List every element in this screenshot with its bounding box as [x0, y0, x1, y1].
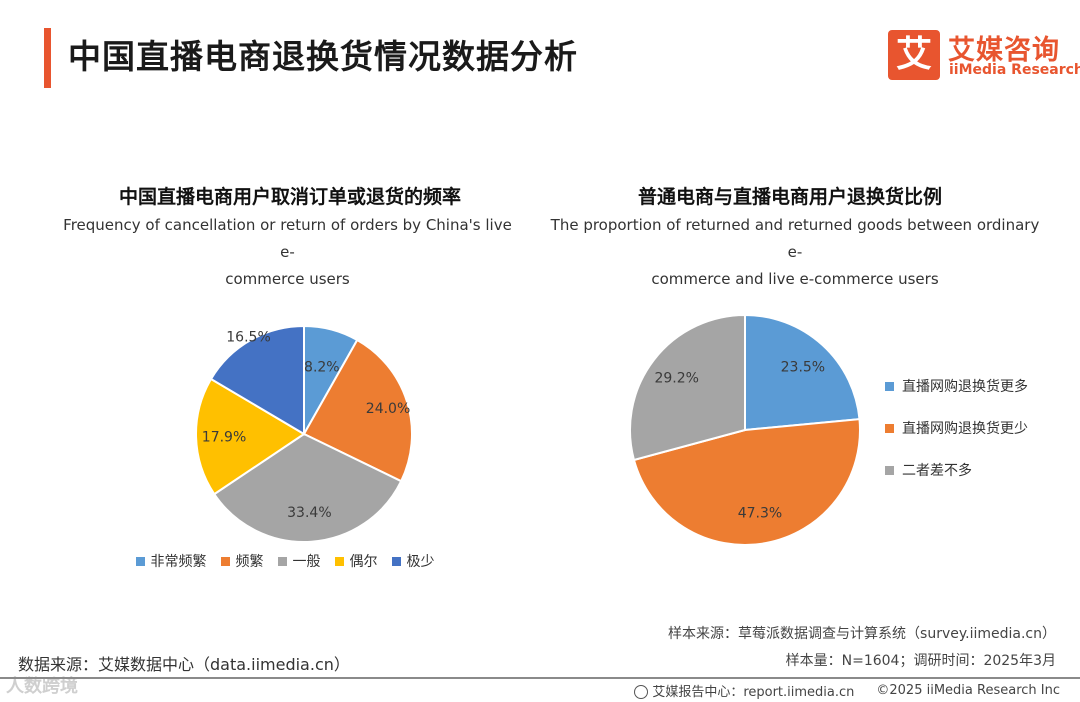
chart1-subtitle-line1: Frequency of cancellation or return of o…: [63, 216, 512, 261]
chart1-legend-item-3: 偶尔: [334, 551, 378, 571]
chart1-slice-4: [209, 324, 305, 436]
chart2-title: 普通电商与直播电商用户退换货比例: [637, 186, 942, 208]
chart1-label-2: 33.4%: [287, 505, 331, 521]
chart2-slice-0: [744, 313, 861, 432]
logo-en-text: iiMedia Research: [949, 62, 1080, 78]
footer-report-center[interactable]: 艾媒报告中心：report.iimedia.cn: [634, 681, 854, 700]
chart2-subtitle: The proportion of returned and returned …: [550, 212, 1040, 293]
chart2-legend-item-0: 直播网购退换货更多: [885, 376, 1028, 396]
chart1-legend: 非常频繁 频繁 一般 偶尔 极少: [0, 551, 570, 571]
chart2-legend-label-0: 直播网购退换货更多: [902, 379, 1028, 395]
data-source: 数据来源：艾媒数据中心（data.iimedia.cn）: [18, 655, 350, 674]
chart2-legend-item-1: 直播网购退换货更少: [885, 418, 1028, 438]
chart1-legend-label-1: 频繁: [235, 554, 264, 570]
chart1-legend-swatch-0: [135, 556, 145, 566]
chart1-slice-2: [212, 432, 403, 543]
chart2-legend-label-2: 二者差不多: [902, 463, 972, 479]
chart2-legend-swatch-2: [885, 465, 894, 475]
page-title: 中国直播电商退换货情况数据分析: [68, 37, 578, 76]
chart1-legend-label-0: 非常频繁: [150, 554, 207, 570]
chart2-slice-2: [629, 313, 746, 462]
chart1-legend-item-2: 一般: [277, 551, 321, 571]
chart2-legend-item-2: 二者差不多: [885, 460, 1028, 480]
chart1-pie: 8.2% 24.0% 33.4% 17.9% 16.5%: [195, 324, 413, 543]
chart1-label-1: 24.0%: [366, 401, 410, 417]
chart1-slice-1: [302, 338, 413, 483]
chart1-label-4: 16.5%: [226, 330, 270, 346]
footer: 艾媒报告中心：report.iimedia.cn ©2025 iiMedia R…: [634, 681, 1060, 700]
chart1-legend-swatch-4: [391, 556, 401, 566]
chart1-legend-swatch-3: [334, 556, 344, 566]
chart2-slice-1: [632, 418, 861, 546]
sample-info: 样本量：N=1604；调研时间：2025年3月: [785, 653, 1056, 669]
chart1-subtitle: Frequency of cancellation or return of o…: [60, 212, 515, 293]
chart2-legend-swatch-0: [885, 381, 894, 391]
chart2-legend: 直播网购退换货更多 直播网购退换货更少 二者差不多: [885, 376, 1028, 502]
chart2-label-0: 23.5%: [781, 359, 825, 375]
chart1-legend-label-3: 偶尔: [349, 554, 378, 570]
chart2-subtitle-line2: commerce and live e-commerce users: [651, 270, 939, 288]
chart2-label-2: 29.2%: [654, 371, 698, 387]
logo-cn-text: 艾媒咨询: [948, 35, 1060, 66]
chart1-legend-item-0: 非常频繁: [135, 551, 207, 571]
title-accent-bar: [44, 28, 51, 88]
chart2-label-1: 47.3%: [738, 506, 782, 522]
chart1-legend-item-4: 极少: [391, 551, 435, 571]
chart1-legend-item-1: 频繁: [220, 551, 264, 571]
chart1-slice-3: [195, 377, 306, 496]
footer-divider: [0, 677, 1080, 679]
sample-source: 样本来源：草莓派数据调查与计算系统（survey.iimedia.cn）: [668, 626, 1056, 642]
watermark: 人数跨境: [6, 676, 78, 697]
globe-icon: [634, 685, 649, 699]
footer-report-center-text: 艾媒报告中心：report.iimedia.cn: [652, 685, 855, 700]
chart1-label-0: 8.2%: [304, 359, 340, 375]
chart2-legend-swatch-1: [885, 423, 894, 433]
chart1-legend-swatch-1: [220, 556, 230, 566]
logo-mark: 艾: [888, 30, 940, 80]
chart1-label-3: 17.9%: [202, 429, 246, 445]
chart1-legend-swatch-2: [277, 556, 287, 566]
footer-copyright: ©2025 iiMedia Research Inc: [876, 683, 1060, 698]
chart1-legend-label-2: 一般: [292, 554, 321, 570]
chart1-legend-label-4: 极少: [406, 554, 435, 570]
chart2-legend-label-1: 直播网购退换货更少: [902, 421, 1028, 437]
chart1-subtitle-line2: commerce users: [225, 270, 350, 288]
chart2-subtitle-line1: The proportion of returned and returned …: [550, 216, 1040, 261]
chart1-title: 中国直播电商用户取消订单或退货的频率: [118, 186, 461, 208]
chart2-pie: 23.5% 47.3% 29.2%: [629, 313, 861, 546]
